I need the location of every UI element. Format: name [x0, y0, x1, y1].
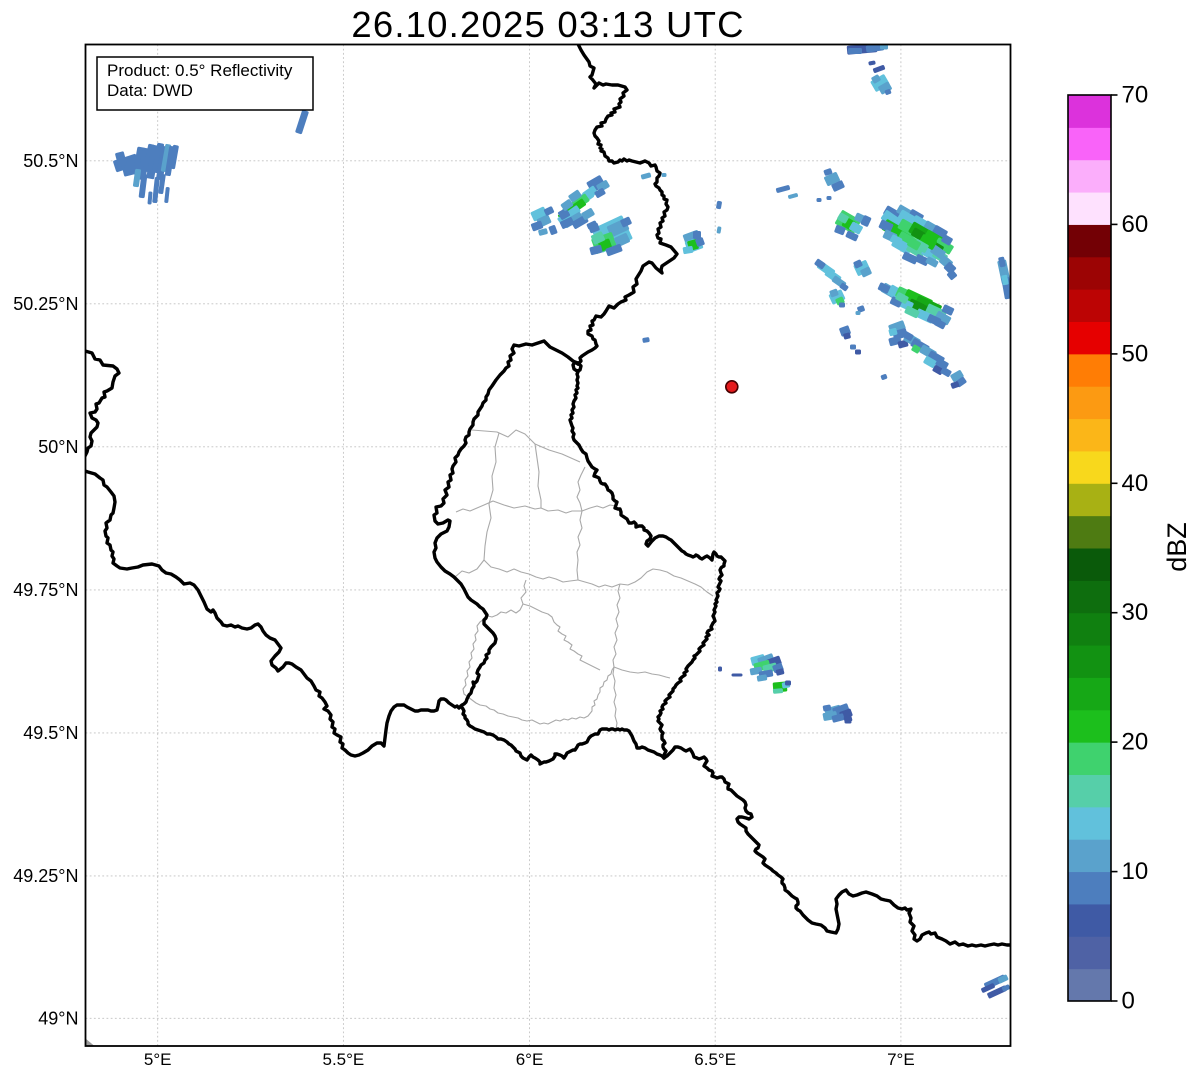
svg-text:20: 20	[1122, 729, 1149, 756]
svg-text:50: 50	[1122, 340, 1149, 367]
svg-text:7°E: 7°E	[887, 1050, 915, 1069]
svg-text:70: 70	[1122, 82, 1149, 109]
svg-text:Product: 0.5° Reflectivity: Product: 0.5° Reflectivity	[107, 61, 293, 80]
svg-text:dBZ: dBZ	[1162, 522, 1192, 572]
svg-text:40: 40	[1122, 470, 1149, 497]
svg-text:50°N: 50°N	[38, 437, 78, 457]
svg-text:30: 30	[1122, 599, 1149, 626]
svg-text:50.25°N: 50.25°N	[13, 294, 78, 314]
svg-text:0: 0	[1122, 988, 1135, 1015]
svg-text:49.25°N: 49.25°N	[13, 866, 78, 886]
svg-text:26.10.2025 03:13 UTC: 26.10.2025 03:13 UTC	[351, 4, 744, 45]
svg-text:50.5°N: 50.5°N	[23, 151, 78, 171]
svg-text:6.5°E: 6.5°E	[694, 1050, 736, 1069]
svg-text:49°N: 49°N	[38, 1008, 78, 1028]
svg-text:60: 60	[1122, 211, 1149, 238]
svg-text:49.5°N: 49.5°N	[23, 723, 78, 743]
svg-text:5.5°E: 5.5°E	[323, 1050, 365, 1069]
svg-text:6°E: 6°E	[516, 1050, 544, 1069]
svg-text:Data: DWD: Data: DWD	[107, 81, 193, 100]
svg-text:10: 10	[1122, 858, 1149, 885]
svg-text:49.75°N: 49.75°N	[13, 580, 78, 600]
svg-text:5°E: 5°E	[144, 1050, 172, 1069]
